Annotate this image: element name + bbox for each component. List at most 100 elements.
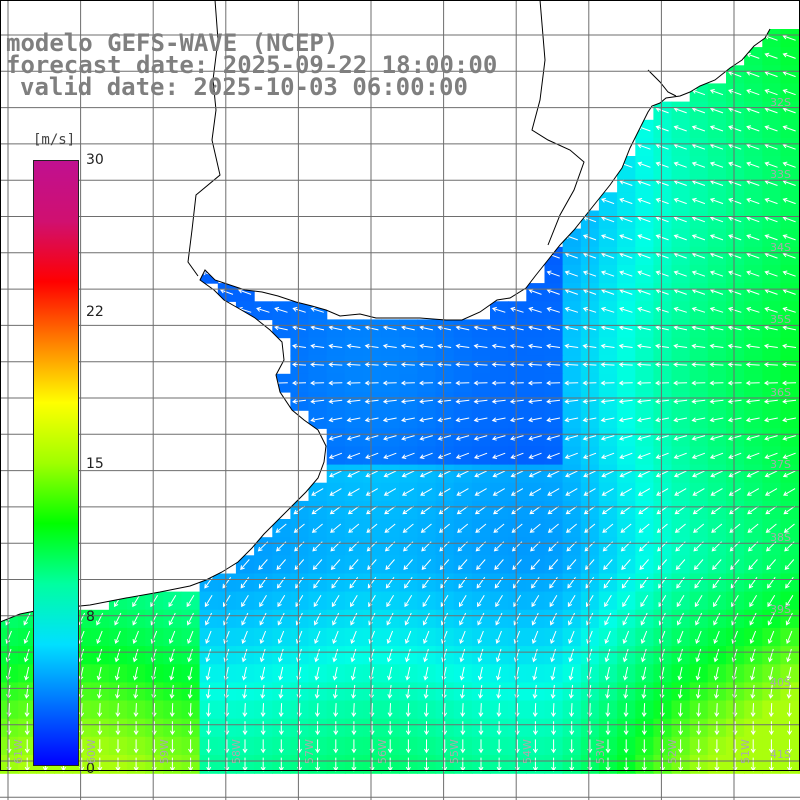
wind-arrow — [673, 306, 687, 313]
wind-arrow — [187, 684, 193, 699]
lat-label: 36S — [770, 386, 791, 399]
wind-arrow — [673, 234, 687, 241]
wind-arrow — [618, 325, 633, 331]
wind-arrow — [600, 197, 615, 205]
wind-arrow — [746, 161, 760, 168]
wind-arrow — [691, 270, 706, 277]
wind-arrow — [601, 470, 615, 478]
wind-arrow — [546, 362, 561, 368]
wind-arrow — [746, 125, 760, 132]
wind-arrow — [188, 739, 194, 754]
wind-arrow — [310, 380, 325, 386]
wind-arrow — [419, 435, 433, 441]
wind-arrow — [364, 435, 379, 441]
wind-arrow — [332, 648, 339, 663]
wind-arrow — [548, 559, 559, 571]
wind-arrow — [510, 306, 524, 313]
wind-arrow — [564, 306, 579, 313]
wind-arrow — [332, 684, 338, 699]
wind-arrow — [314, 666, 320, 681]
wind-arrow — [709, 270, 724, 277]
wind-arrow — [187, 703, 193, 718]
wind-arrow — [364, 362, 379, 368]
lon-label: 60W — [85, 739, 98, 764]
wind-arrow — [405, 739, 411, 754]
wind-arrow — [746, 452, 760, 459]
wind-arrow — [457, 523, 469, 533]
wind-arrow — [460, 703, 466, 718]
wind-arrow — [764, 234, 778, 241]
wind-arrow — [783, 505, 796, 515]
wind-arrow — [473, 417, 488, 423]
wind-arrow — [673, 435, 688, 441]
wind-arrow — [673, 270, 687, 277]
wind-arrow — [655, 125, 669, 132]
wind-arrow — [438, 488, 451, 496]
wind-arrow — [782, 362, 797, 368]
wind-arrow — [437, 380, 452, 386]
wind-arrow — [568, 666, 574, 681]
wind-arrow — [782, 417, 796, 423]
wind-arrow — [709, 325, 724, 331]
wind-arrow — [582, 435, 597, 441]
wind-arrow — [782, 380, 797, 386]
wind-arrow — [782, 470, 796, 478]
wind-arrow — [328, 325, 343, 331]
wind-arrow — [419, 399, 434, 404]
wind-arrow — [714, 721, 720, 736]
wind-arrow — [763, 399, 778, 404]
wind-arrow — [423, 666, 429, 681]
wind-arrow — [366, 523, 378, 533]
wind-arrow — [311, 505, 324, 515]
wind-arrow — [364, 380, 379, 386]
wind-arrow — [623, 721, 629, 736]
wind-arrow — [619, 197, 633, 205]
wind-cell — [272, 573, 292, 593]
wind-arrow — [745, 417, 760, 423]
wind-arrow — [315, 721, 321, 736]
wind-arrow — [459, 684, 465, 699]
wind-arrow — [496, 721, 502, 736]
wind-arrow — [387, 684, 393, 699]
wind-arrow — [330, 559, 341, 571]
wind-arrow — [527, 380, 542, 386]
wind-arrow — [23, 612, 31, 626]
wind-arrow — [278, 721, 284, 736]
wind-arrow — [455, 452, 470, 459]
wind-arrow — [618, 399, 633, 404]
wind-arrow — [692, 488, 705, 496]
lat-label: 40S — [770, 676, 791, 689]
wind-arrow — [600, 343, 615, 349]
lat-label: 39S — [770, 603, 791, 616]
wind-arrow — [495, 630, 502, 645]
wind-arrow — [727, 435, 742, 441]
wind-arrow — [727, 306, 742, 313]
lon-label: 53W — [594, 739, 607, 764]
wind-arrow — [509, 325, 524, 331]
wind-arrow — [419, 362, 434, 368]
wind-arrow — [547, 505, 560, 515]
wind-arrow — [240, 559, 250, 571]
wind-arrow — [568, 612, 576, 626]
lat-label: 33S — [770, 168, 791, 181]
title-model: modelo GEFS-WAVE (NCEP) — [6, 29, 339, 57]
wind-arrow — [405, 648, 411, 663]
wind-arrow — [314, 684, 320, 699]
wind-arrow — [546, 470, 560, 478]
wind-arrow — [636, 380, 651, 386]
wind-arrow — [692, 470, 705, 478]
wind-arrow — [691, 125, 706, 132]
wind-arrow — [278, 684, 284, 699]
wind-arrow — [637, 452, 651, 459]
wind-arrow — [709, 89, 724, 96]
wind-arrow — [638, 523, 650, 533]
wind-arrow — [422, 612, 430, 626]
wind-arrow — [346, 380, 361, 386]
wind-arrow — [510, 435, 524, 441]
wind-arrow — [401, 325, 415, 331]
wind-arrow — [439, 559, 450, 571]
wind-arrow — [673, 197, 687, 205]
wind-arrow — [401, 470, 415, 478]
wind-arrow — [511, 505, 523, 515]
wind-arrow — [328, 399, 343, 404]
